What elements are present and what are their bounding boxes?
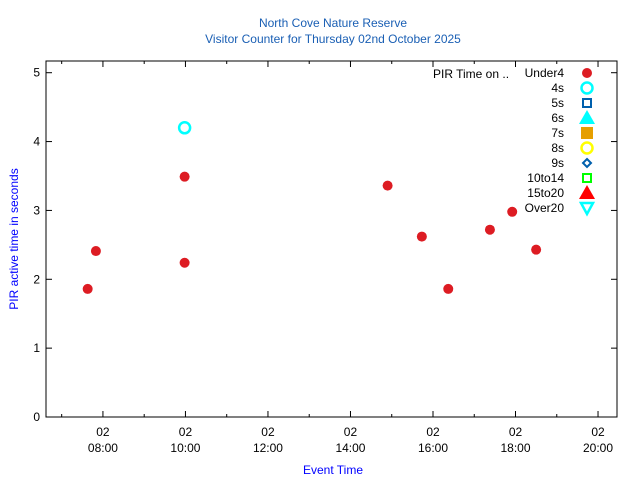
y-tick-label: 1 bbox=[33, 341, 40, 355]
x-tick-label-time: 14:00 bbox=[335, 441, 365, 455]
legend-label: Under4 bbox=[525, 66, 565, 80]
x-tick-label-day: 02 bbox=[261, 425, 275, 439]
x-tick-label-time: 18:00 bbox=[500, 441, 530, 455]
plot-border bbox=[45, 60, 618, 418]
legend-marker-7s bbox=[581, 127, 593, 139]
legend-label: 4s bbox=[551, 81, 564, 95]
x-tick-label-day: 02 bbox=[591, 425, 605, 439]
data-point-4s bbox=[177, 121, 192, 135]
legend-marker-under4 bbox=[582, 68, 592, 78]
x-tick-label-day: 02 bbox=[96, 425, 110, 439]
legend-label: 5s bbox=[551, 96, 564, 110]
chart-title: North Cove Nature Reserve bbox=[259, 16, 407, 30]
data-point-under4 bbox=[531, 244, 542, 255]
legend-label: 9s bbox=[551, 156, 564, 170]
y-axis-label: PIR active time in seconds bbox=[7, 168, 21, 309]
legend-label: 15to20 bbox=[527, 186, 564, 200]
legend-label: Over20 bbox=[525, 201, 565, 215]
legend-label: 10to14 bbox=[527, 171, 564, 185]
x-tick-label-day: 02 bbox=[179, 425, 193, 439]
data-point-under4 bbox=[484, 224, 495, 235]
y-tick-label: 0 bbox=[33, 410, 40, 424]
data-point-under4 bbox=[416, 231, 427, 242]
data-point-under4 bbox=[90, 246, 101, 257]
legend-marker-9s bbox=[581, 157, 593, 169]
legend-marker-10to14 bbox=[582, 173, 592, 183]
x-tick-label-day: 02 bbox=[509, 425, 523, 439]
legend-marker-8s bbox=[580, 141, 594, 155]
y-tick-label: 3 bbox=[33, 203, 40, 217]
x-tick-label-time: 20:00 bbox=[583, 441, 613, 455]
legend-label: 8s bbox=[551, 141, 564, 155]
legend-title: PIR Time on .. bbox=[433, 67, 509, 81]
data-point-under4 bbox=[179, 257, 190, 268]
x-tick-label-time: 10:00 bbox=[170, 441, 200, 455]
x-tick-label-day: 02 bbox=[344, 425, 358, 439]
data-point-under4 bbox=[382, 180, 393, 191]
x-tick-label-time: 08:00 bbox=[88, 441, 118, 455]
data-point-under4 bbox=[179, 171, 190, 182]
x-tick-label-time: 12:00 bbox=[253, 441, 283, 455]
legend-marker-4s bbox=[580, 81, 594, 95]
legend-label: 6s bbox=[551, 111, 564, 125]
data-point-under4 bbox=[443, 283, 454, 294]
data-point-under4 bbox=[82, 283, 93, 294]
legend-marker-15to20 bbox=[579, 185, 595, 199]
legend-marker-6s bbox=[579, 110, 595, 124]
x-axis-label: Event Time bbox=[303, 463, 363, 477]
y-tick-label: 2 bbox=[33, 272, 40, 286]
x-tick-label-time: 16:00 bbox=[418, 441, 448, 455]
x-tick-label-day: 02 bbox=[426, 425, 440, 439]
y-tick-label: 5 bbox=[33, 66, 40, 80]
y-tick-label: 4 bbox=[33, 135, 40, 149]
data-point-under4 bbox=[507, 206, 518, 217]
chart-subtitle: Visitor Counter for Thursday 02nd Octobe… bbox=[205, 32, 461, 46]
legend-marker-5s bbox=[582, 98, 592, 108]
legend-label: 7s bbox=[551, 126, 564, 140]
legend-marker-over20 bbox=[578, 201, 596, 217]
